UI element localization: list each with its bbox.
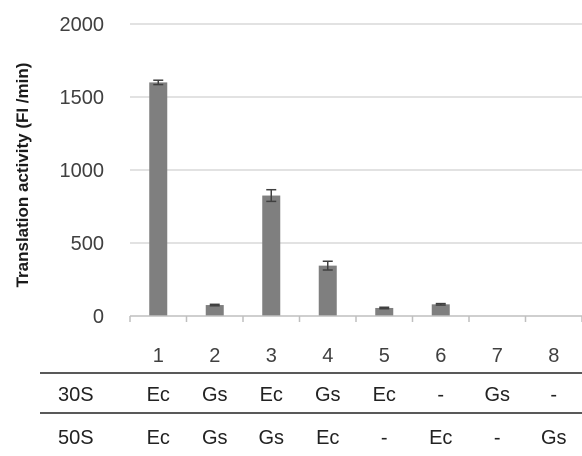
bar	[318, 265, 337, 316]
bar	[262, 195, 281, 316]
table-cell: Ec	[147, 384, 170, 406]
gridlines	[130, 23, 582, 244]
bar	[431, 304, 450, 316]
table-cell: Ec	[260, 384, 283, 406]
table-cell: -	[381, 427, 388, 449]
y-axis: 0 500 1000 1500 2000	[60, 14, 105, 328]
table-cell: Gs	[202, 427, 228, 449]
y-tick-label: 0	[93, 306, 104, 328]
bar	[375, 307, 394, 316]
table-cell: Gs	[315, 384, 341, 406]
x-tick-label: 5	[379, 345, 390, 367]
x-tick-label: 3	[266, 345, 277, 367]
table-cell: -	[437, 384, 444, 406]
bar	[205, 305, 224, 316]
y-tick-label: 2000	[60, 14, 105, 36]
table-cell: Ec	[316, 427, 339, 449]
table-cell: Gs	[258, 427, 284, 449]
x-tick-label: 1	[153, 345, 164, 367]
table-cell: Ec	[429, 427, 452, 449]
x-tick-label: 2	[209, 345, 220, 367]
x-tick-label: 6	[435, 345, 446, 367]
condition-table: 30S Ec Gs Ec Gs Ec - Gs - 50S Ec Gs Gs Ec - Ec - Gs	[40, 372, 582, 449]
y-tick-label: 1000	[60, 160, 105, 182]
table-cell: -	[550, 384, 557, 406]
table-row-label: 30S	[58, 384, 94, 406]
y-axis-label: Translation activity (FI /min)	[13, 63, 32, 288]
x-tick-label: 7	[492, 345, 503, 367]
y-tick-label: 1500	[60, 87, 105, 109]
table-cell: -	[494, 427, 501, 449]
y-tick-label: 500	[71, 233, 104, 255]
x-axis: 1 2 3 4 5 6 7 8	[129, 315, 582, 367]
table-cell: Gs	[541, 427, 567, 449]
bars	[149, 79, 450, 317]
bar	[149, 82, 168, 317]
x-tick-label: 4	[322, 345, 333, 367]
table-cell: Gs	[484, 384, 510, 406]
table-row-label: 50S	[58, 427, 94, 449]
x-tick-label: 8	[548, 345, 559, 367]
table-cell: Gs	[202, 384, 228, 406]
table-cell: Ec	[147, 427, 170, 449]
table-cell: Ec	[373, 384, 396, 406]
